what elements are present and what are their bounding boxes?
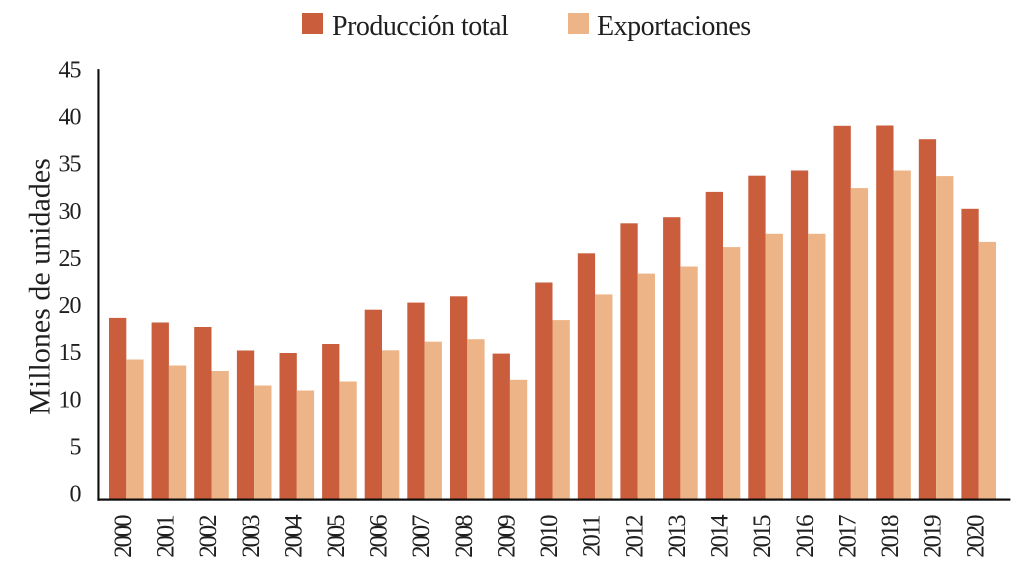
svg-text:5: 5: [70, 434, 82, 460]
svg-text:35: 35: [59, 152, 82, 178]
svg-text:2017: 2017: [834, 515, 861, 558]
svg-text:2013: 2013: [664, 515, 691, 558]
svg-text:2020: 2020: [962, 515, 989, 558]
svg-text:2018: 2018: [877, 515, 904, 558]
svg-text:Millones de unidades: Millones de unidades: [24, 158, 57, 415]
svg-text:2010: 2010: [536, 515, 563, 558]
svg-text:45: 45: [59, 58, 82, 84]
svg-text:2000: 2000: [110, 515, 137, 558]
svg-text:2019: 2019: [920, 515, 947, 558]
svg-text:Producción total: Producción total: [332, 11, 509, 42]
svg-text:10: 10: [59, 387, 82, 413]
svg-text:2015: 2015: [749, 515, 776, 558]
svg-text:2012: 2012: [621, 515, 648, 558]
svg-text:2011: 2011: [579, 516, 606, 557]
svg-text:30: 30: [59, 199, 82, 225]
svg-text:20: 20: [59, 293, 82, 319]
svg-text:2004: 2004: [280, 514, 307, 558]
svg-text:2016: 2016: [792, 515, 819, 558]
svg-text:2006: 2006: [366, 515, 393, 558]
svg-text:2001: 2001: [153, 516, 180, 558]
svg-text:2002: 2002: [195, 515, 222, 558]
svg-text:2007: 2007: [408, 515, 435, 558]
svg-text:Exportaciones: Exportaciones: [597, 11, 751, 42]
svg-text:2005: 2005: [323, 515, 350, 558]
svg-text:2009: 2009: [494, 515, 521, 558]
svg-text:25: 25: [59, 246, 82, 272]
svg-text:40: 40: [59, 105, 82, 131]
svg-text:2008: 2008: [451, 515, 478, 558]
svg-text:2003: 2003: [238, 515, 265, 558]
svg-text:0: 0: [70, 482, 82, 508]
svg-text:2014: 2014: [707, 514, 734, 558]
svg-text:15: 15: [59, 340, 82, 366]
